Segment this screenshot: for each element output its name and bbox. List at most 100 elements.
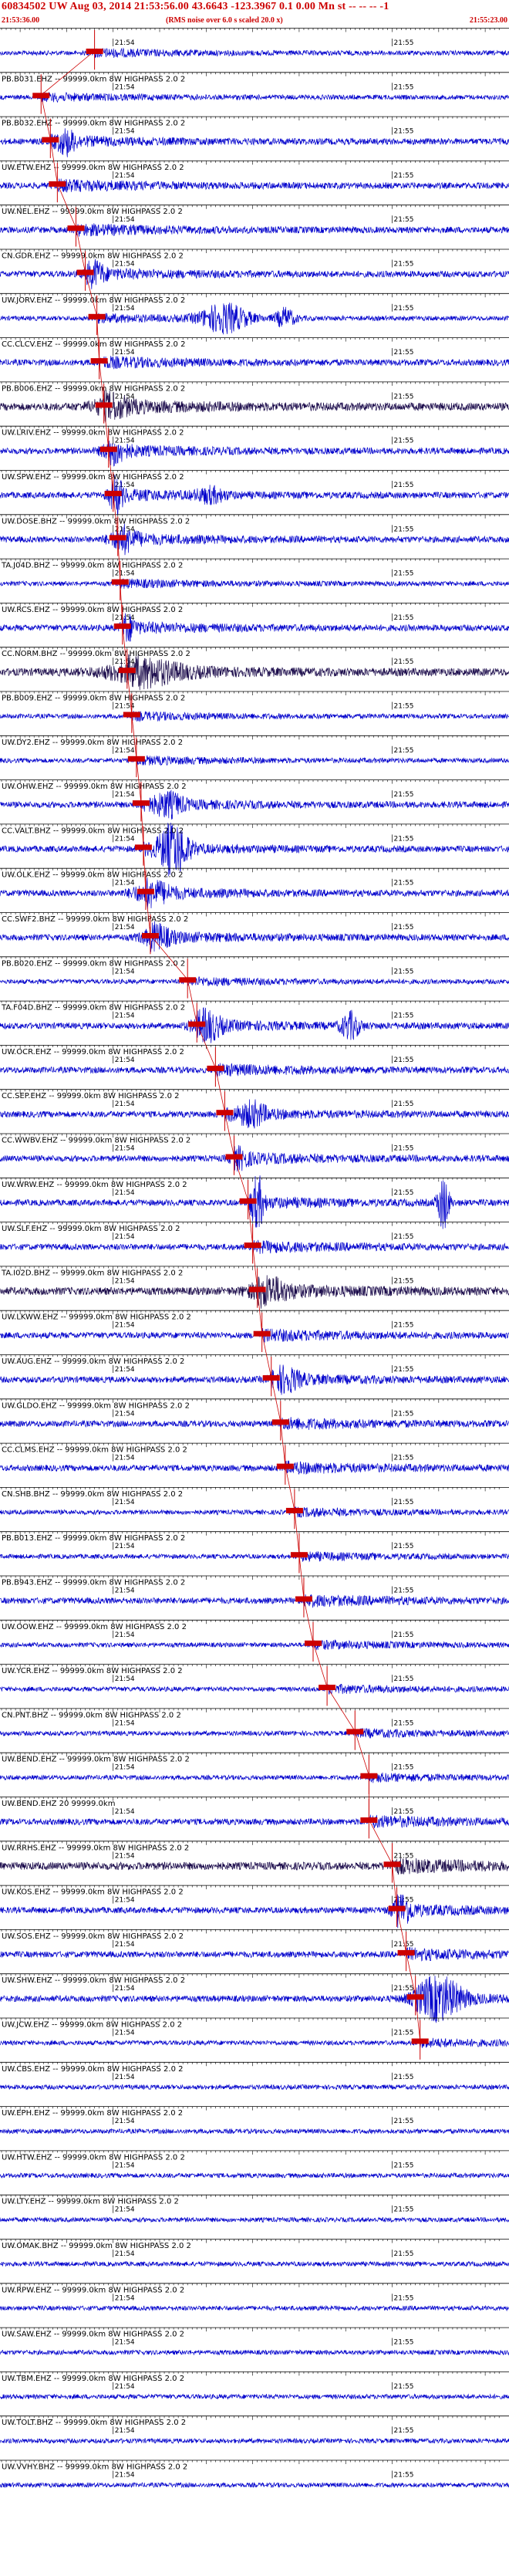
minute-label: 21:55 (394, 526, 414, 533)
waveform (0, 1728, 509, 1739)
minute-label: 21:54 (115, 1543, 135, 1550)
trace-row: 21:54 21:55 UW.OCR.EHZ -- 99999.0km 8W HIG… (0, 1045, 509, 1087)
trace-row: 21:54 21:55 CC.CLMS.EHZ -- 99999.0km 8W HI… (0, 1442, 509, 1485)
waveform (0, 823, 509, 877)
trace-row: 21:54 21:55 UW.AUG.EHZ -- 99999.0km 8W HIG… (0, 1354, 509, 1397)
station-label: UW.DOSE.BHZ -- 99999.0km 8W HIGHPASS 2.0… (2, 517, 190, 526)
trace-row: 21:54 21:55 TA.I02D.BHZ -- 99999.0km 8W HI… (0, 1266, 509, 1309)
minute-label: 21:54 (115, 614, 135, 622)
waveform (0, 1772, 509, 1783)
minute-label: 21:55 (394, 1631, 414, 1639)
minute-label: 21:55 (394, 172, 414, 180)
waveform (0, 1460, 509, 1476)
waveform (0, 259, 509, 289)
waveform (0, 1144, 509, 1172)
minute-label: 21:54 (115, 1012, 135, 1020)
trace-row: 21:54 21:55 UW.OLK.EHZ -- 99999.0km 8W HIG… (0, 867, 509, 910)
station-label: UW.BEND.EHZ 20 99999.0km (2, 1800, 115, 1808)
minute-label: 21:54 (115, 1455, 135, 1462)
station-label: UW.WRW.EHZ -- 99999.0km 8W HIGHPASS 2.0 … (2, 1181, 187, 1189)
trace-row: 21:54 21:55 UW.JORV.EHZ -- 99999.0km 8W HI… (0, 292, 509, 336)
station-label: UW.OCR.EHZ -- 99999.0km 8W HIGHPASS 2.0 … (2, 1048, 184, 1056)
station-label: CC.WWBV.EHZ -- 99999.0km 8W HIGHPASS 2.0… (2, 1137, 190, 1145)
minute-label: 21:54 (115, 1322, 135, 1330)
station-label: UW.BEND.EHZ -- 99999.0km 8W HIGHPASS 2.0… (2, 1756, 190, 1764)
seismogram-plot: 21:54 21:55 21:54 21:55 PB.B031.EHZ -- 99999… (0, 28, 509, 2489)
trace-row: 21:54 21:55 PB.B943.EHZ -- 99999.0km 8W HI… (0, 1575, 509, 1618)
minute-label: 21:54 (115, 1631, 135, 1639)
minute-label: 21:55 (394, 438, 414, 445)
minute-label: 21:55 (394, 83, 414, 91)
minute-label: 21:55 (394, 1764, 414, 1772)
trace-row: 21:54 21:55 CC.WWBV.EHZ -- 99999.0km 8W HI… (0, 1133, 509, 1175)
trace-row: 21:54 21:55 UW.LKWW.EHZ -- 99999.0km 8W HI… (0, 1310, 509, 1352)
waveform (0, 921, 509, 952)
station-label: TA.F04D.BHZ -- 99999.0km 8W HIGHPASS 2.0… (1, 1004, 185, 1012)
trace-row: 21:54 21:55 UW.SPW.EHZ -- 99999.0km 8W HIG… (0, 470, 509, 516)
trace-row: 21:54 21:55 UW.BEND.EHZ 20 99999.0km (0, 1797, 509, 1839)
station-label: PB.B013.EHZ -- 99999.0km 8W HIGHPASS 2.0… (2, 1534, 185, 1543)
trace-row: 21:54 21:55 UW.NEL.EHZ -- 99999.0km 8W HIG… (0, 205, 509, 247)
station-label: UW.AUG.EHZ -- 99999.0km 8W HIGHPASS 2.0 … (2, 1357, 184, 1366)
minute-label: 21:55 (394, 1189, 414, 1197)
trace-row: 21:54 21:55 PB.B013.EHZ -- 99999.0km 8W HI… (0, 1531, 509, 1574)
trace-row: 21:54 21:55 UW.SLF.EHZ -- 99999.0km 8W HIG… (0, 1222, 509, 1264)
minute-label: 21:54 (115, 747, 135, 755)
minute-label: 21:54 (115, 835, 135, 843)
minute-label: 21:54 (115, 924, 135, 931)
station-label: UW.RCS.EHZ -- 99999.0km 8W HIGHPASS 2.0 … (2, 606, 183, 614)
trace-row: 21:54 21:55 UW.OHW.EHZ -- 99999.0km 8W HIG… (0, 779, 509, 822)
trace-row: 21:54 21:55 PB.B009.EHZ -- 99999.0km 8W HI… (0, 691, 509, 733)
waveform (0, 1550, 509, 1563)
waveform (0, 755, 509, 766)
minute-label: 21:54 (115, 1719, 135, 1727)
minute-label: 21:55 (394, 128, 414, 136)
minute-label: 21:55 (394, 1322, 414, 1330)
trace-row: 21:54 21:55 CN.PNT.BHZ -- 99999.0km 8W HIG… (0, 1708, 509, 1750)
waveform (0, 1858, 509, 1875)
station-label: CC.NORM.BHZ -- 99999.0km 8W HIGHPASS 2.0… (2, 650, 190, 658)
waveform (0, 1099, 509, 1129)
minute-label: 21:54 (115, 349, 135, 357)
minute-label: 21:54 (115, 1852, 135, 1860)
station-label: UW.SPW.EHZ -- 99999.0km 8W HIGHPASS 2.0 … (2, 473, 184, 482)
waveform (0, 613, 509, 642)
waveform (0, 1594, 509, 1608)
waveform (0, 877, 509, 910)
minute-label: 21:54 (115, 703, 135, 711)
trace-row: 21:54 21:55 PB.B032.EHZ -- 99999.0km 8W HI… (0, 116, 509, 158)
station-label: CC.SWF2.BHZ -- 99999.0km 8W HIGHPASS 2.0… (2, 915, 188, 924)
minute-label: 21:54 (115, 658, 135, 666)
minute-label: 21:54 (115, 216, 135, 224)
minute-label: 21:54 (115, 1675, 135, 1683)
trace-row: 21:54 21:55 UW.RCS.EHZ -- 99999.0km 8W HIG… (0, 603, 509, 645)
station-label: UW.DY2.EHZ -- 99999.0km 8W HIGHPASS 2.0 … (2, 739, 183, 747)
minute-label: 21:54 (115, 83, 135, 91)
minute-label: 21:55 (394, 1145, 414, 1153)
minute-label: 21:54 (115, 305, 135, 313)
waveform (0, 178, 509, 193)
trace-row: 21:54 21:55 CC.SEP.EHZ -- 99999.0km 8W HIG… (0, 1089, 509, 1131)
waveform (0, 92, 509, 103)
record-header: 60834502 UW Aug 03, 2014 21:53:56.00 43.… (0, 0, 509, 28)
minute-label: 21:54 (115, 1277, 135, 1285)
waveform (0, 1417, 509, 1430)
station-label: PB.B020.EHZ -- 99999.0km 8W HIGHPASS 2.0… (2, 959, 185, 968)
trace-row: 21:54 21:55 UW.GLDO.EHZ -- 99999.0km 8W HI… (0, 1398, 509, 1441)
station-label: UW.OOW.EHZ -- 99999.0km 8W HIGHPASS 2.0 … (2, 1623, 187, 1631)
minute-label: 21:54 (115, 261, 135, 269)
waveform (0, 1175, 509, 1229)
trace-row: 21:54 21:55 UW.OOW.EHZ -- 99999.0km 8W HIG… (0, 1619, 509, 1662)
waveform (0, 523, 509, 556)
minute-label: 21:55 (394, 747, 414, 755)
minute-label: 21:54 (115, 1499, 135, 1506)
station-label: UW.GLDO.EHZ -- 99999.0km 8W HIGHPASS 2.0… (2, 1401, 190, 1410)
minute-label: 21:55 (394, 924, 414, 931)
rms-note: (RMS noise over 6.0 s scaled 20.0 x) (166, 16, 283, 25)
minute-label: 21:55 (394, 1056, 414, 1064)
waveform (0, 1364, 509, 1395)
minute-label: 21:55 (394, 1366, 414, 1374)
minute-label: 21:54 (115, 1233, 135, 1241)
station-label: CC.VALT.BHZ -- 99999.0km 8W HIGHPASS 2.0… (2, 827, 184, 835)
